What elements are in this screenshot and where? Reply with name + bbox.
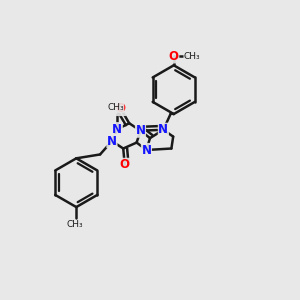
Text: CH₃: CH₃ — [184, 52, 200, 61]
Text: O: O — [120, 158, 130, 171]
Text: O: O — [116, 103, 126, 116]
Text: N: N — [136, 124, 146, 137]
Text: N: N — [141, 143, 152, 157]
Text: N: N — [112, 123, 122, 136]
Text: CH₃: CH₃ — [107, 103, 124, 112]
Text: N: N — [158, 123, 168, 136]
Text: N: N — [107, 135, 117, 148]
Text: O: O — [169, 50, 179, 63]
Text: CH₃: CH₃ — [66, 220, 83, 230]
